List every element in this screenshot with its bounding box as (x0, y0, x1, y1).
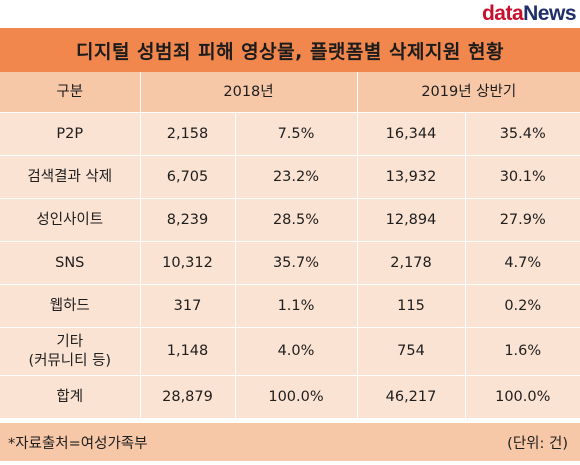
logo-text-news: News (523, 2, 576, 25)
deletion-support-table: 구분 2018년 2019년 상반기 P2P 2,158 7.5% 16,344… (0, 72, 580, 419)
count-2018: 2,158 (140, 112, 236, 156)
count-2018: 28,879 (140, 375, 236, 419)
table-total-row: 합계 28,879 100.0% 46,217 100.0% (0, 375, 580, 419)
row-category: 웹하드 (0, 284, 141, 328)
count-2019: 12,894 (357, 198, 466, 242)
table-row: P2P 2,158 7.5% 16,344 35.4% (0, 112, 580, 156)
count-2018: 8,239 (140, 198, 236, 242)
count-2019: 46,217 (357, 375, 466, 419)
pct-2019: 30.1% (465, 155, 580, 199)
header-2018: 2018년 (140, 72, 358, 113)
table-header-row: 구분 2018년 2019년 상반기 (0, 72, 580, 113)
count-2019: 754 (357, 327, 466, 376)
table-row: 기타 (커뮤니티 등) 1,148 4.0% 754 1.6% (0, 327, 580, 376)
row-category-sub: (커뮤니티 등) (28, 352, 112, 369)
row-category: 합계 (0, 375, 141, 419)
header-category: 구분 (0, 72, 141, 113)
pct-2018: 100.0% (235, 375, 358, 419)
pct-2019: 1.6% (465, 327, 580, 376)
count-2019: 2,178 (357, 241, 466, 285)
count-2019: 115 (357, 284, 466, 328)
count-2019: 13,932 (357, 155, 466, 199)
count-2018: 10,312 (140, 241, 236, 285)
count-2018: 6,705 (140, 155, 236, 199)
row-category: 성인사이트 (0, 198, 141, 242)
logo-text-data: data (481, 2, 524, 25)
source-note: *자료출처=여성가족부 (8, 436, 148, 452)
unit-note: (단위: 건) (507, 436, 568, 452)
row-category: P2P (0, 112, 141, 156)
pct-2019: 27.9% (465, 198, 580, 242)
count-2018: 1,148 (140, 327, 236, 376)
pct-2019: 100.0% (465, 375, 580, 419)
row-category: 기타 (커뮤니티 등) (0, 327, 141, 376)
pct-2019: 0.2% (465, 284, 580, 328)
pct-2018: 4.0% (235, 327, 358, 376)
pct-2018: 1.1% (235, 284, 358, 328)
row-category: 검색결과 삭제 (0, 155, 141, 199)
table-row: SNS 10,312 35.7% 2,178 4.7% (0, 241, 580, 285)
pct-2018: 7.5% (235, 112, 358, 156)
count-2019: 16,344 (357, 112, 466, 156)
pct-2019: 35.4% (465, 112, 580, 156)
row-category: SNS (0, 241, 141, 285)
row-category-main: 기타 (56, 334, 84, 351)
title-bar: 디지털 성범죄 피해 영상물, 플랫폼별 삭제지원 현황 (0, 28, 580, 72)
table-row: 웹하드 317 1.1% 115 0.2% (0, 284, 580, 328)
table-row: 검색결과 삭제 6,705 23.2% 13,932 30.1% (0, 155, 580, 199)
table-title: 디지털 성범죄 피해 영상물, 플랫폼별 삭제지원 현황 (76, 40, 504, 63)
header-2019-h1: 2019년 상반기 (357, 72, 580, 113)
count-2018: 317 (140, 284, 236, 328)
footer-bar: *자료출처=여성가족부 (단위: 건) (0, 423, 580, 461)
table-row: 성인사이트 8,239 28.5% 12,894 27.9% (0, 198, 580, 242)
pct-2018: 35.7% (235, 241, 358, 285)
pct-2018: 23.2% (235, 155, 358, 199)
datanews-logo: data News (481, 2, 577, 26)
pct-2018: 28.5% (235, 198, 358, 242)
pct-2019: 4.7% (465, 241, 580, 285)
